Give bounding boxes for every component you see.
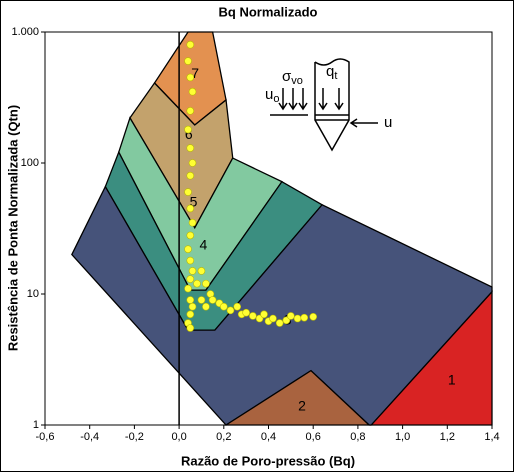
point <box>287 312 295 320</box>
cone <box>314 58 350 152</box>
x-tick-label: 0,8 <box>350 431 365 443</box>
zone-label: 6 <box>185 126 193 142</box>
point <box>184 125 192 134</box>
point <box>186 231 195 240</box>
point <box>275 319 284 327</box>
point <box>293 314 302 323</box>
zone-label: 1 <box>448 371 456 387</box>
point <box>184 188 192 196</box>
u0-label: uo <box>265 86 279 105</box>
point <box>226 306 235 315</box>
y-axis-label: Resistência de Ponta Normalizada (Qtn) <box>5 105 20 351</box>
point <box>186 310 195 319</box>
x-tick-label: -0,6 <box>36 431 55 443</box>
point <box>188 267 197 275</box>
y-tick-label: 100 <box>21 157 39 169</box>
x-tick-label: 1,0 <box>395 431 410 443</box>
x-tick-label: -0,2 <box>125 431 144 443</box>
x-tick-label: 0,2 <box>216 431 231 443</box>
qt-label: qt <box>326 63 337 82</box>
y-tick-label: 1.000 <box>11 26 39 38</box>
u0: u <box>265 86 273 103</box>
point <box>269 314 277 323</box>
axes: -0,6 -0,4 -0,2 0,0 0,2 0,4 0,6 0,8 1,0 1,2 1,4 1 10 1… <box>11 26 499 443</box>
x-tick-label: 0,0 <box>171 431 186 443</box>
point <box>186 256 195 265</box>
sigma-label: σvo <box>282 68 303 87</box>
point <box>202 302 210 311</box>
q-sub: t <box>334 70 337 82</box>
point <box>186 73 195 82</box>
point <box>186 171 195 180</box>
point <box>202 279 210 288</box>
point <box>186 144 195 152</box>
point <box>197 296 206 304</box>
zone-label: 2 <box>298 398 306 414</box>
point <box>233 302 242 311</box>
point <box>300 313 309 322</box>
point <box>188 159 197 167</box>
point <box>186 296 195 304</box>
cone-diagram: σvo qt uo u <box>265 58 392 152</box>
point <box>188 87 197 96</box>
point <box>220 302 228 311</box>
point <box>309 312 318 321</box>
chart-title: Bq Normalizado <box>219 4 318 19</box>
point <box>208 296 217 304</box>
zone-label: 4 <box>200 236 208 252</box>
u0-sub: o <box>273 93 279 105</box>
x-axis-label: Razão de Poro-pressão (Bq) <box>181 453 355 468</box>
y-tick-label: 1 <box>33 419 39 431</box>
x-tick-label: 0,6 <box>306 431 321 443</box>
q: q <box>326 63 334 80</box>
point <box>184 284 192 293</box>
point <box>193 279 201 288</box>
zone-label: 7 <box>191 65 199 81</box>
point <box>242 308 250 317</box>
point <box>186 204 195 213</box>
sigma-sub: vo <box>291 75 303 87</box>
point <box>186 40 195 49</box>
x-tick-label: 1,2 <box>440 431 455 443</box>
u-arrow <box>349 118 378 128</box>
u-label: u <box>384 114 392 131</box>
points <box>184 40 318 332</box>
zone-label: 5 <box>190 193 198 209</box>
point <box>197 267 206 275</box>
x-tick-label: -0,4 <box>80 431 99 443</box>
x-tick-label: 1,4 <box>484 431 499 443</box>
sigma: σ <box>282 68 292 85</box>
point <box>188 218 197 227</box>
point <box>186 324 195 332</box>
point <box>184 57 192 65</box>
point <box>186 107 195 115</box>
x-tick-label: 0,4 <box>261 431 276 443</box>
stress-arrows <box>278 88 308 111</box>
y-tick-label: 10 <box>27 288 39 300</box>
point <box>184 245 192 253</box>
point <box>260 310 268 319</box>
qt-arrows <box>318 88 344 111</box>
point <box>186 275 195 283</box>
point <box>249 312 257 320</box>
point <box>188 302 197 311</box>
